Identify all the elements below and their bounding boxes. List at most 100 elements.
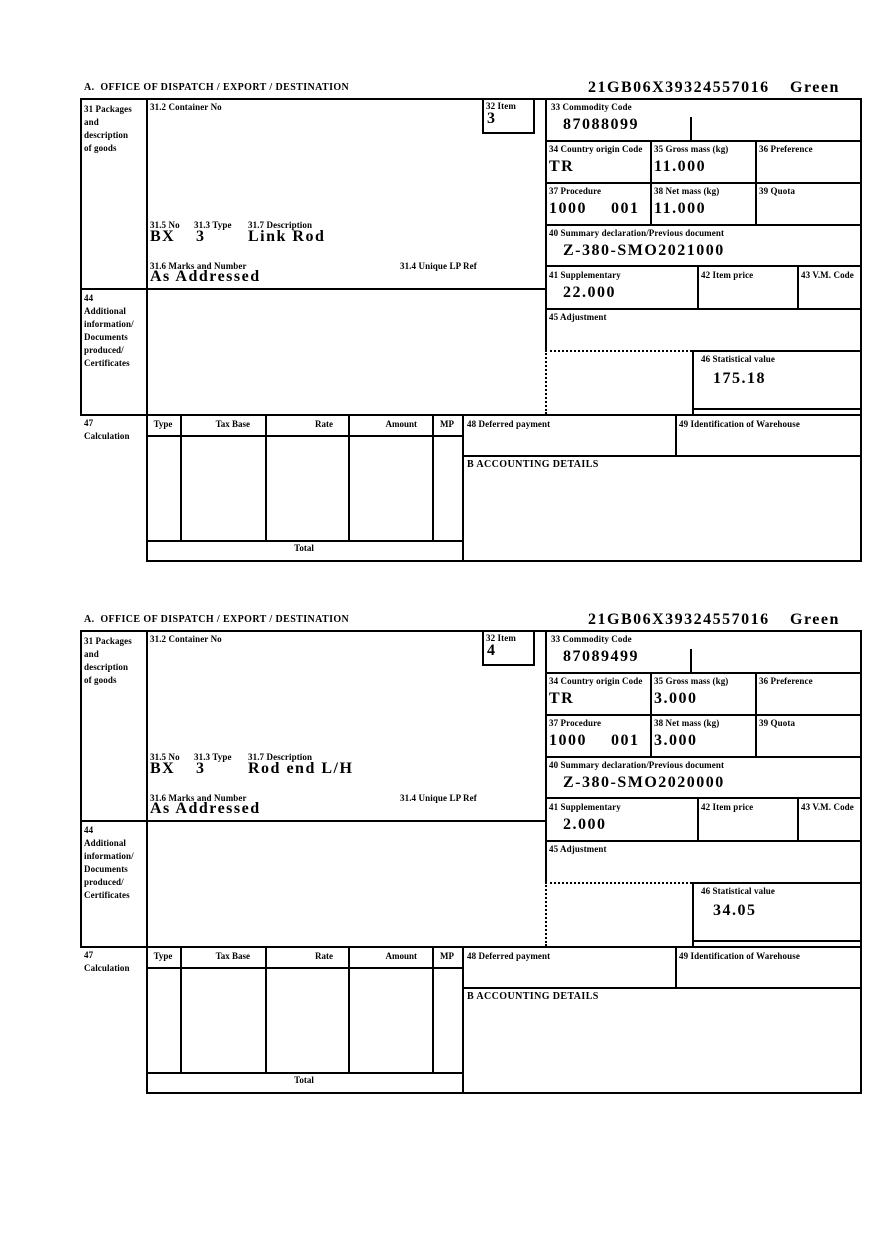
grid-line bbox=[146, 967, 464, 969]
item-box-border bbox=[533, 98, 535, 134]
grid-line bbox=[462, 946, 464, 1094]
grid-line bbox=[797, 797, 799, 842]
box39-label: 39 Quota bbox=[759, 718, 796, 728]
box35-value: 11.000 bbox=[654, 158, 707, 175]
grid-line bbox=[692, 882, 862, 884]
section-a-title: A. OFFICE OF DISPATCH / EXPORT / DESTINA… bbox=[84, 82, 350, 93]
grid-line bbox=[80, 414, 862, 416]
grid-line bbox=[146, 630, 148, 1094]
section-b-title: B ACCOUNTING DETAILS bbox=[467, 991, 599, 1002]
grid-line bbox=[180, 414, 182, 540]
grid-line bbox=[545, 756, 860, 758]
box31-6-value: As Addressed bbox=[150, 800, 261, 817]
box41-label: 41 Supplementary bbox=[549, 802, 621, 812]
box49-label: 49 Identification of Warehouse bbox=[679, 951, 800, 961]
grid-line bbox=[462, 455, 862, 457]
grid-line-dotted bbox=[545, 350, 547, 414]
section-b-title: B ACCOUNTING DETAILS bbox=[467, 459, 599, 470]
grid-line bbox=[545, 797, 860, 799]
box31-3-label: 31.3 Type bbox=[194, 752, 232, 762]
box46-label: 46 Statistical value bbox=[701, 354, 775, 364]
grid-line bbox=[650, 672, 652, 758]
box41-value: 2.000 bbox=[563, 816, 607, 833]
box47-label: 47 Calculation bbox=[84, 418, 130, 441]
grid-line bbox=[80, 630, 82, 948]
grid-line bbox=[146, 1072, 464, 1074]
grid-line bbox=[675, 946, 677, 987]
grid-line bbox=[265, 414, 267, 540]
grid-line bbox=[146, 1092, 862, 1094]
grid-line bbox=[146, 435, 464, 437]
col-header-rate: Rate bbox=[315, 419, 333, 429]
grid-line bbox=[545, 140, 860, 142]
box40-value: Z-380-SMO2020000 bbox=[563, 774, 725, 791]
box49-label: 49 Identification of Warehouse bbox=[679, 419, 800, 429]
declaration-number: 21GB06X39324557016 bbox=[588, 611, 770, 628]
box36-label: 36 Preference bbox=[759, 676, 813, 686]
box39-label: 39 Quota bbox=[759, 186, 796, 196]
grid-line bbox=[692, 940, 862, 942]
grid-line bbox=[80, 288, 547, 290]
col-header-type: Type bbox=[153, 951, 173, 961]
col-header-tax-base: Tax Base bbox=[215, 951, 250, 961]
grid-line bbox=[432, 946, 434, 1072]
box42-label: 42 Item price bbox=[701, 802, 754, 812]
box38-value: 3.000 bbox=[654, 732, 698, 749]
box31-3-value: 3 bbox=[196, 760, 206, 777]
box31-6-label: 31.6 Marks and Number bbox=[150, 793, 247, 803]
box40-label: 40 Summary declaration/Previous document bbox=[549, 760, 725, 770]
box31-6-value: As Addressed bbox=[150, 268, 261, 285]
grid-line bbox=[482, 664, 535, 666]
commodity-subfield-tick bbox=[690, 117, 692, 140]
commodity-subfield-tick bbox=[690, 649, 692, 672]
box31-7-label: 31.7 Description bbox=[248, 220, 313, 230]
section-a-title: A. OFFICE OF DISPATCH / EXPORT / DESTINA… bbox=[84, 614, 350, 625]
grid-line bbox=[545, 714, 860, 716]
box40-label: 40 Summary declaration/Previous document bbox=[549, 228, 725, 238]
box31-2-label: 31.2 Container No bbox=[150, 102, 222, 112]
grid-line bbox=[545, 840, 860, 842]
grid-line bbox=[697, 265, 699, 310]
grid-line bbox=[860, 98, 862, 562]
box47-label: 47 Calculation bbox=[84, 950, 130, 973]
box37-value-1: 1000 bbox=[549, 732, 587, 749]
grid-line bbox=[692, 350, 862, 352]
routing-status: Green bbox=[790, 79, 840, 96]
box34-label: 34 Country origin Code bbox=[549, 676, 643, 686]
box31-5-value: BX bbox=[150, 228, 176, 245]
grid-line bbox=[146, 98, 148, 562]
box37-label: 37 Procedure bbox=[549, 718, 602, 728]
grid-line bbox=[545, 265, 860, 267]
grid-line bbox=[80, 98, 862, 100]
grid-line bbox=[80, 630, 862, 632]
col-header-mp: MP bbox=[440, 419, 454, 429]
grid-line bbox=[797, 265, 799, 310]
grid-line bbox=[650, 140, 652, 226]
box41-label: 41 Supplementary bbox=[549, 270, 621, 280]
box32-label: 32 Item bbox=[486, 101, 516, 111]
box37-value-2: 001 bbox=[611, 732, 640, 749]
grid-line-dotted bbox=[545, 882, 547, 946]
box31-3-label: 31.3 Type bbox=[194, 220, 232, 230]
grid-line bbox=[432, 414, 434, 540]
grid-line bbox=[545, 308, 860, 310]
total-label: Total bbox=[294, 543, 314, 553]
box36-label: 36 Preference bbox=[759, 144, 813, 154]
box31-label: 31 Packages and description of goods bbox=[84, 636, 132, 685]
box34-value: TR bbox=[549, 158, 575, 175]
box38-label: 38 Net mass (kg) bbox=[654, 718, 720, 728]
item-box-border bbox=[482, 98, 484, 134]
grid-line bbox=[545, 98, 547, 352]
box31-7-value: Link Rod bbox=[248, 228, 326, 245]
box41-value: 22.000 bbox=[563, 284, 616, 301]
box33-value: 87089499 bbox=[563, 648, 639, 665]
grid-line bbox=[348, 414, 350, 540]
box35-value: 3.000 bbox=[654, 690, 698, 707]
item-box-border bbox=[482, 630, 484, 666]
box35-label: 35 Gross mass (kg) bbox=[654, 676, 729, 686]
grid-line bbox=[860, 630, 862, 1094]
box46-label: 46 Statistical value bbox=[701, 886, 775, 896]
box31-3-value: 3 bbox=[196, 228, 206, 245]
box38-value: 11.000 bbox=[654, 200, 707, 217]
